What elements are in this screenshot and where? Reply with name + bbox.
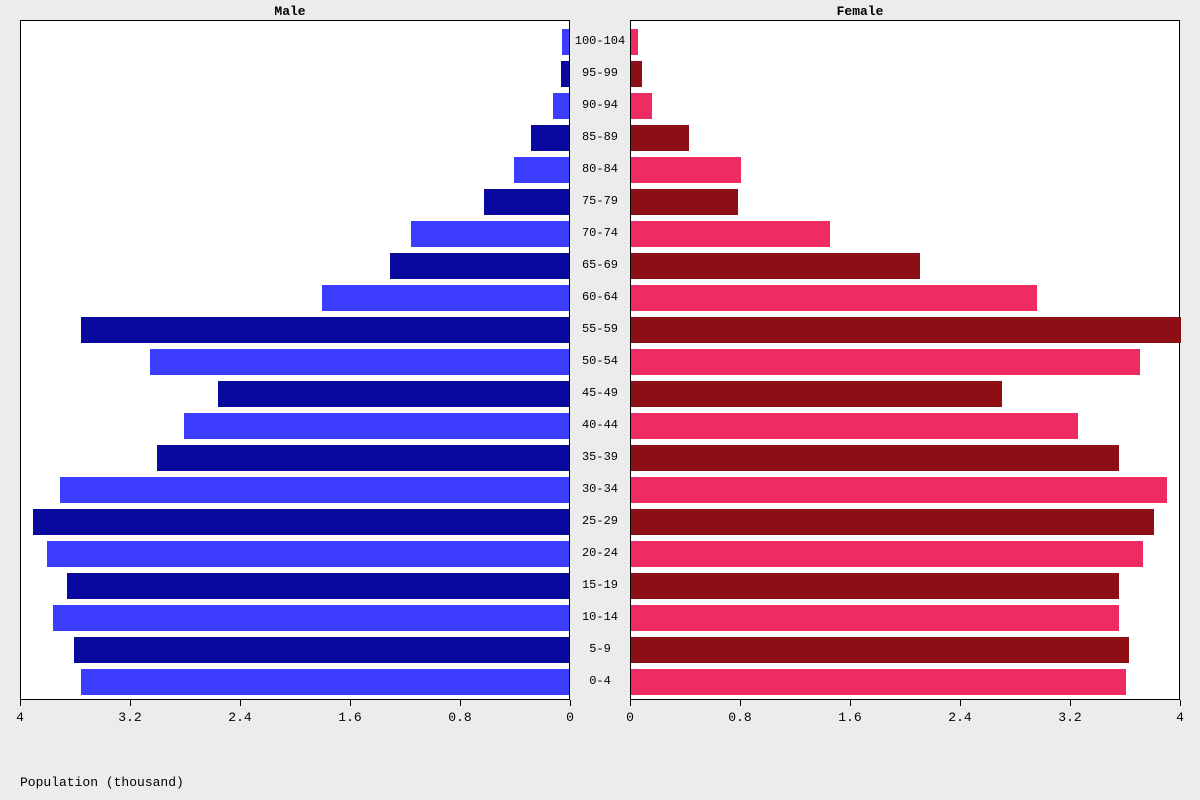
age-label: 40-44 bbox=[570, 418, 630, 432]
female-bar bbox=[631, 573, 1119, 599]
age-label: 10-14 bbox=[570, 610, 630, 624]
age-label: 30-34 bbox=[570, 482, 630, 496]
female-bar bbox=[631, 253, 920, 279]
age-label: 20-24 bbox=[570, 546, 630, 560]
age-label: 70-74 bbox=[570, 226, 630, 240]
tick-mark bbox=[1180, 700, 1181, 706]
male-bar bbox=[411, 221, 569, 247]
tick-mark bbox=[960, 700, 961, 706]
tick-label: 0.8 bbox=[720, 710, 760, 725]
age-label: 100-104 bbox=[570, 34, 630, 48]
female-bar bbox=[631, 285, 1037, 311]
female-bar bbox=[631, 317, 1181, 343]
female-bar bbox=[631, 445, 1119, 471]
tick-label: 3.2 bbox=[1050, 710, 1090, 725]
male-title: Male bbox=[274, 4, 305, 19]
axis-footer: Population (thousand) bbox=[20, 775, 184, 790]
age-label: 15-19 bbox=[570, 578, 630, 592]
male-bar bbox=[157, 445, 570, 471]
age-label: 5-9 bbox=[570, 642, 630, 656]
tick-label: 1.6 bbox=[830, 710, 870, 725]
male-bar bbox=[390, 253, 569, 279]
female-bar bbox=[631, 29, 638, 55]
female-bar bbox=[631, 669, 1126, 695]
tick-label: 0.8 bbox=[440, 710, 480, 725]
age-label: 25-29 bbox=[570, 514, 630, 528]
male-bar bbox=[531, 125, 570, 151]
male-bar bbox=[60, 477, 569, 503]
female-bar bbox=[631, 605, 1119, 631]
female-bars bbox=[631, 21, 1179, 699]
tick-label: 4 bbox=[1160, 710, 1200, 725]
female-title: Female bbox=[837, 4, 884, 19]
male-bar bbox=[218, 381, 569, 407]
age-label: 80-84 bbox=[570, 162, 630, 176]
female-bar bbox=[631, 125, 689, 151]
tick-label: 2.4 bbox=[220, 710, 260, 725]
age-label: 75-79 bbox=[570, 194, 630, 208]
male-bar bbox=[514, 157, 569, 183]
age-label: 95-99 bbox=[570, 66, 630, 80]
female-bar bbox=[631, 189, 738, 215]
female-bar bbox=[631, 637, 1129, 663]
male-bar bbox=[47, 541, 570, 567]
tick-label: 1.6 bbox=[330, 710, 370, 725]
tick-label: 4 bbox=[0, 710, 40, 725]
age-label: 60-64 bbox=[570, 290, 630, 304]
male-bar bbox=[53, 605, 569, 631]
age-label: 50-54 bbox=[570, 354, 630, 368]
tick-mark bbox=[1070, 700, 1071, 706]
female-bar bbox=[631, 381, 1002, 407]
tick-label: 3.2 bbox=[110, 710, 150, 725]
female-bar bbox=[631, 349, 1140, 375]
male-bar bbox=[562, 29, 569, 55]
female-bar bbox=[631, 413, 1078, 439]
tick-mark bbox=[350, 700, 351, 706]
age-label: 65-69 bbox=[570, 258, 630, 272]
female-bar bbox=[631, 541, 1143, 567]
male-bar bbox=[81, 669, 569, 695]
tick-mark bbox=[570, 700, 571, 706]
age-label: 85-89 bbox=[570, 130, 630, 144]
female-bar bbox=[631, 93, 652, 119]
male-bar bbox=[322, 285, 570, 311]
male-bar bbox=[561, 61, 569, 87]
female-bar bbox=[631, 477, 1167, 503]
tick-mark bbox=[740, 700, 741, 706]
tick-mark bbox=[850, 700, 851, 706]
tick-label: 2.4 bbox=[940, 710, 980, 725]
age-label: 0-4 bbox=[570, 674, 630, 688]
age-label: 45-49 bbox=[570, 386, 630, 400]
tick-mark bbox=[630, 700, 631, 706]
age-label: 55-59 bbox=[570, 322, 630, 336]
male-plot-frame bbox=[20, 20, 570, 700]
male-bar bbox=[81, 317, 569, 343]
age-label: 35-39 bbox=[570, 450, 630, 464]
male-bar bbox=[33, 509, 569, 535]
male-bar bbox=[553, 93, 570, 119]
male-bar bbox=[150, 349, 569, 375]
tick-mark bbox=[20, 700, 21, 706]
female-bar bbox=[631, 509, 1154, 535]
tick-mark bbox=[460, 700, 461, 706]
male-bar bbox=[184, 413, 569, 439]
tick-label: 0 bbox=[550, 710, 590, 725]
female-plot-frame bbox=[630, 20, 1180, 700]
female-bar bbox=[631, 157, 741, 183]
female-bar bbox=[631, 61, 642, 87]
tick-mark bbox=[240, 700, 241, 706]
male-bar bbox=[67, 573, 569, 599]
male-bars bbox=[21, 21, 569, 699]
female-bar bbox=[631, 221, 830, 247]
tick-mark bbox=[130, 700, 131, 706]
male-bar bbox=[74, 637, 569, 663]
age-label: 90-94 bbox=[570, 98, 630, 112]
population-pyramid: Male Female 100-104 95-99 90-94 85-89 80-84 7… bbox=[0, 0, 1200, 800]
tick-label: 0 bbox=[610, 710, 650, 725]
male-bar bbox=[484, 189, 569, 215]
